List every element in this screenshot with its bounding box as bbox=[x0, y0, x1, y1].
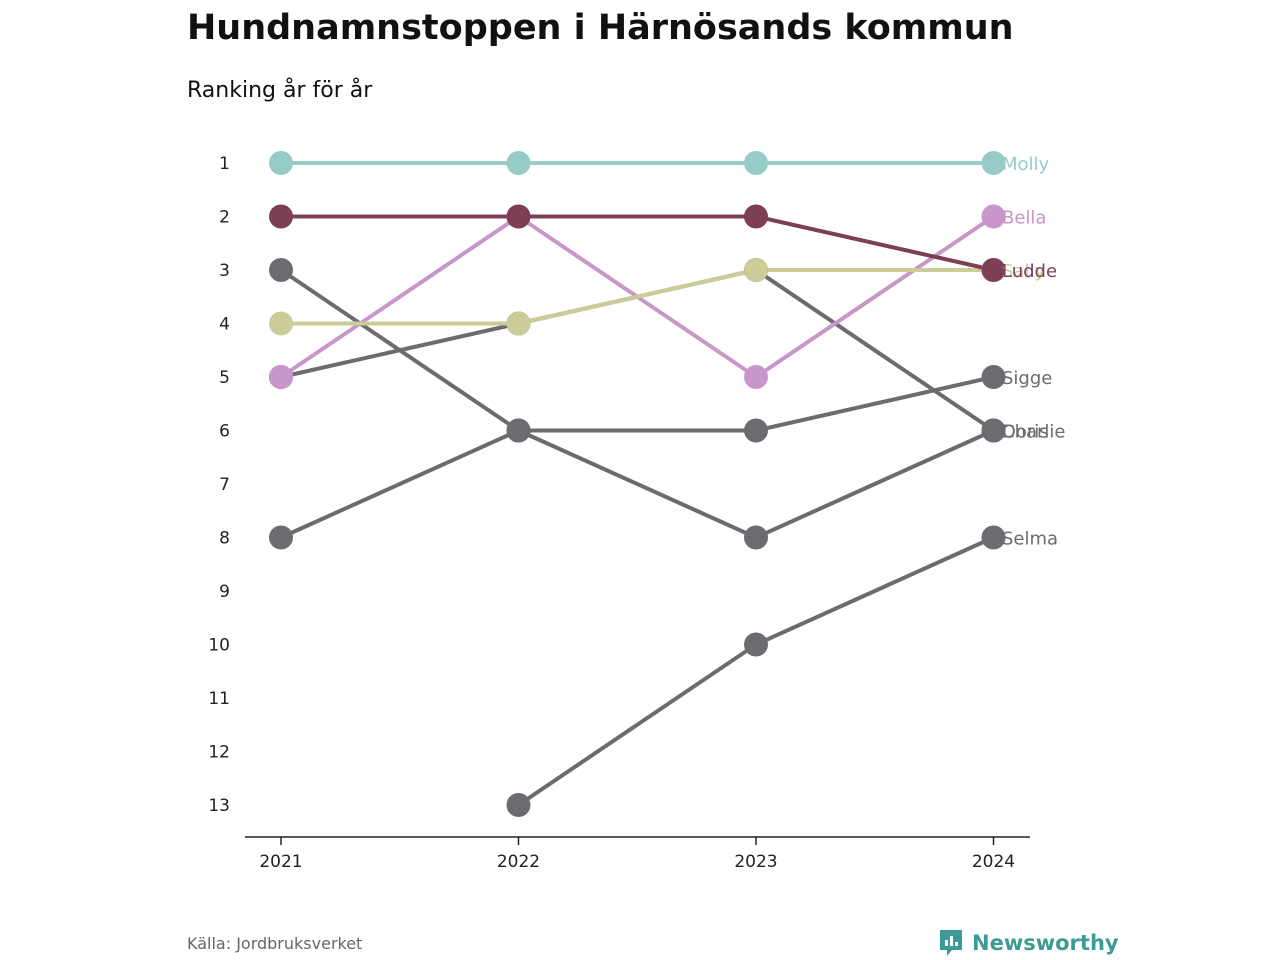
y-tick-label: 8 bbox=[219, 529, 230, 549]
series-line-sally bbox=[281, 268, 994, 326]
y-tick-label: 1 bbox=[219, 154, 230, 174]
series-point-molly bbox=[506, 151, 531, 175]
series-point-ludde bbox=[269, 204, 293, 229]
y-tick-label: 12 bbox=[208, 743, 230, 763]
series-point-sally bbox=[506, 311, 531, 336]
series-point-charlie bbox=[269, 258, 293, 282]
series-label-molly: Molly bbox=[1002, 154, 1050, 175]
series-label-sigge: Sigge bbox=[1002, 368, 1052, 389]
series-point-sigge bbox=[269, 525, 293, 550]
series-point-ludde bbox=[744, 204, 768, 229]
x-axis-ticks: 2021 2022 2023 2024 bbox=[259, 837, 1015, 872]
y-tick-label: 7 bbox=[219, 475, 230, 495]
y-tick-label: 6 bbox=[219, 422, 230, 442]
series-label-doris: Doris bbox=[1002, 422, 1049, 443]
series-point-molly bbox=[981, 151, 1006, 175]
y-tick-label: 10 bbox=[208, 636, 230, 656]
series-label-selma: Selma bbox=[1002, 529, 1058, 550]
newsworthy-logo-icon bbox=[940, 930, 962, 956]
y-tick-label: 9 bbox=[219, 582, 230, 602]
series-label-sally: Sally bbox=[1002, 261, 1045, 282]
series-point-selma bbox=[506, 793, 531, 817]
series-line-sigge bbox=[280, 375, 994, 540]
source-note: Källa: Jordbruksverket bbox=[187, 934, 363, 953]
series-point-bella bbox=[269, 365, 293, 389]
x-tick-label: 2021 bbox=[259, 852, 302, 872]
y-tick-label: 3 bbox=[219, 261, 230, 281]
series-point-selma bbox=[744, 632, 768, 657]
series-point-bella bbox=[981, 204, 1006, 229]
x-tick-label: 2023 bbox=[734, 852, 777, 872]
series-line-doris bbox=[280, 268, 995, 433]
brand-name: Newsworthy bbox=[972, 931, 1119, 955]
y-tick-label: 11 bbox=[208, 689, 230, 709]
chart-title: Hundnamnstoppen i Härnösands kommun bbox=[187, 8, 1014, 48]
series-point-ludde bbox=[981, 258, 1006, 282]
series-label-ludde: Ludde bbox=[1002, 261, 1057, 282]
series-point-molly bbox=[269, 151, 293, 175]
y-tick-label: 2 bbox=[219, 208, 230, 228]
series-point-sally bbox=[744, 258, 768, 282]
series-point-molly bbox=[744, 151, 768, 175]
series-point-sally bbox=[269, 311, 293, 336]
series-label-bella: Bella bbox=[1002, 208, 1046, 229]
series-line-charlie bbox=[279, 268, 995, 540]
series-point-charlie bbox=[744, 525, 768, 550]
series-point-bella bbox=[744, 365, 768, 389]
series-point-doris bbox=[981, 418, 1006, 443]
y-tick-label: 13 bbox=[208, 796, 230, 816]
series-point-sigge bbox=[981, 365, 1006, 389]
x-tick-label: 2022 bbox=[497, 852, 540, 872]
chart-subtitle: Ranking år för år bbox=[187, 78, 373, 103]
series-point-sigge bbox=[744, 418, 768, 443]
series-lines bbox=[279, 161, 995, 807]
brand-logo[interactable]: Newsworthy bbox=[938, 928, 1119, 958]
x-tick-label: 2024 bbox=[972, 852, 1015, 872]
series-point-charlie bbox=[506, 418, 531, 443]
series-label-charlie: Charlie bbox=[1002, 422, 1065, 443]
series-points bbox=[269, 151, 1006, 817]
series-line-selma bbox=[517, 535, 995, 807]
series-point-ludde bbox=[506, 204, 531, 229]
series-point-selma bbox=[981, 525, 1006, 550]
series-line-ludde bbox=[281, 214, 994, 272]
y-tick-label: 4 bbox=[219, 315, 230, 335]
y-tick-label: 5 bbox=[219, 368, 230, 388]
